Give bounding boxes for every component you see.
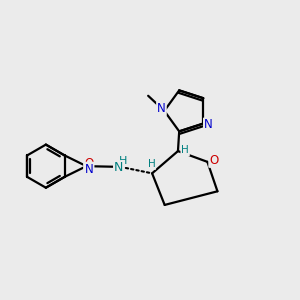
Text: N: N	[204, 118, 213, 131]
Text: N: N	[157, 102, 166, 115]
Text: N: N	[84, 163, 93, 176]
Text: O: O	[209, 154, 218, 167]
Text: H: H	[181, 146, 189, 155]
Text: H: H	[148, 159, 155, 169]
Text: N: N	[114, 161, 123, 174]
Text: O: O	[84, 157, 93, 170]
Text: H: H	[119, 156, 128, 166]
